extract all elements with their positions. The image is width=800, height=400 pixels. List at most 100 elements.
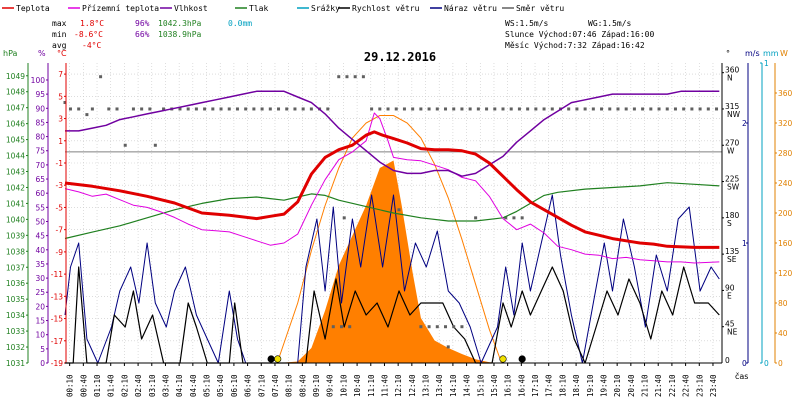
press-tick-label-18: 1049 — [6, 72, 25, 81]
wind-dir-low-point-7 — [452, 325, 456, 329]
x-tick-label-39: 19:40 — [599, 374, 608, 397]
solar-layer — [276, 115, 503, 364]
x-tick-label-9: 04:40 — [189, 374, 198, 397]
hum-axis-header: % — [38, 49, 46, 58]
press-tick-label-16: 1047 — [6, 104, 25, 113]
stats-max-label: max — [52, 19, 67, 28]
temp-tick-label-7: -5 — [56, 203, 64, 212]
stats-ws: WS:1.5m/s — [505, 19, 549, 28]
wind-dir-low-point-6 — [444, 325, 448, 329]
wind-dir-point-76 — [682, 107, 686, 111]
rain-axis-header: mm — [763, 49, 779, 58]
dir-axis-header: ° — [726, 49, 730, 58]
wind-dir-point-24 — [252, 107, 256, 111]
x-tick-label-24: 12:10 — [394, 374, 403, 397]
temp-tick-label-4: -11 — [51, 270, 63, 279]
x-tick-label-30: 15:10 — [476, 374, 485, 397]
press-tick-label-5: 1036 — [6, 279, 25, 288]
dir-tick-dir-6: NW — [727, 110, 741, 119]
wind-dir-point-62 — [567, 107, 571, 111]
wind-dir-point-64 — [583, 107, 587, 111]
x-tick-label-44: 22:10 — [668, 374, 677, 397]
stats-max-rain: 0.0mm — [228, 19, 252, 28]
x-tick-label-17: 08:40 — [298, 374, 307, 397]
x-tick-label-22: 11:10 — [367, 374, 376, 397]
wind-dir-point-38 — [370, 107, 374, 111]
hum-tick-label-16: 80 — [35, 133, 45, 142]
x-tick-label-23: 11:40 — [380, 374, 389, 397]
wind-dir-point-29 — [293, 107, 297, 111]
x-tick-label-11: 05:40 — [216, 374, 225, 397]
wind-dir-point-13 — [162, 107, 166, 111]
wind-dir-point-5 — [99, 75, 103, 79]
temp-tick-label-1: -17 — [51, 337, 63, 346]
wind-dir-point-51 — [476, 107, 480, 111]
solar-tick-label-3: 120 — [778, 269, 793, 278]
x-tick-label-8: 04:10 — [175, 374, 184, 397]
stats-min-press: 1038.9hPa — [158, 30, 202, 39]
wind-dir-point-28 — [285, 107, 289, 111]
press-tick-label-12: 1043 — [6, 168, 25, 177]
chart-title: 29.12.2016 — [364, 50, 436, 64]
wind-dir-point-9 — [131, 107, 135, 111]
wind-dir-point-47 — [444, 107, 448, 111]
solar-tick-label-4: 160 — [778, 239, 793, 248]
temp-tick-label-12: 5 — [58, 92, 63, 101]
wind-dir-point-49 — [460, 107, 464, 111]
x-tick-label-19: 09:40 — [326, 374, 335, 397]
hum-tick-label-3: 15 — [35, 317, 45, 326]
press-tick-label-15: 1046 — [6, 120, 25, 129]
wind-dir-point-73 — [657, 107, 661, 111]
wind-dir-low-point-2 — [348, 325, 352, 329]
dir-tick-label-7: 360 — [725, 66, 740, 75]
sunset-marker — [499, 355, 507, 363]
x-tick-label-36: 18:10 — [558, 374, 567, 397]
x-tick-label-14: 07:10 — [257, 374, 266, 397]
x-tick-label-15: 07:40 — [271, 374, 280, 397]
wind-dir-point-37 — [361, 75, 365, 79]
temp-tick-label-2: -15 — [51, 315, 63, 324]
legend-label-4: Srážky — [311, 4, 340, 13]
legend-label-5: Rychlost větru — [352, 4, 420, 13]
stats-min-label: min — [52, 30, 67, 39]
press-tick-label-13: 1044 — [6, 152, 25, 161]
wind-dir-point-27 — [277, 107, 281, 111]
x-tick-label-28: 14:10 — [449, 374, 458, 397]
stats-wg: WG:1.5m/s — [588, 19, 632, 28]
x-tick-label-25: 12:40 — [408, 374, 417, 397]
wind-dir-point-44 — [419, 107, 423, 111]
wind-dir-point-11 — [148, 107, 152, 111]
press-tick-label-17: 1048 — [6, 88, 25, 97]
wind-dir-point-3 — [85, 113, 89, 117]
hum-tick-label-8: 40 — [35, 246, 45, 255]
x-tick-label-35: 17:40 — [545, 374, 554, 397]
press-tick-label-2: 1033 — [6, 327, 25, 336]
wind-dir-point-48 — [452, 107, 456, 111]
x-tick-label-33: 16:40 — [517, 374, 526, 397]
wind-tick-label-2: 2 — [742, 119, 747, 128]
stats-avg-temp: -4°C — [82, 41, 101, 50]
wind-dir-point-36 — [353, 75, 357, 79]
dir-tick-dir-2: SE — [727, 255, 737, 264]
wind-dir-point-66 — [600, 107, 604, 111]
wind-dir-point-12 — [153, 143, 157, 147]
wind-dir-point-77 — [690, 107, 694, 111]
temp-tick-label-9: -1 — [56, 159, 64, 168]
temp-tick-label-5: -9 — [56, 248, 64, 257]
dir-tick-dir-4: SW — [727, 183, 740, 192]
stats-moon: Měsíc Východ:7:32 Západ:16:42 — [505, 41, 645, 50]
dir-tick-label-6: 315 — [725, 102, 740, 111]
x-tick-label-45: 22:40 — [682, 374, 691, 397]
wind-dir-point-68 — [616, 107, 620, 111]
wind-dir-low-point-12 — [512, 216, 516, 220]
wind-dir-point-0 — [63, 101, 67, 105]
stats-sun: Slunce Východ:07:46 Západ:16:00 — [505, 30, 654, 39]
press-tick-label-14: 1045 — [6, 136, 25, 145]
wind-dir-point-15 — [178, 107, 182, 111]
temp-axis-header: °C — [57, 49, 67, 58]
wind-dir-low-point-0 — [331, 325, 335, 329]
wind-dir-point-8 — [123, 143, 127, 147]
wind-dir-point-67 — [608, 107, 612, 111]
